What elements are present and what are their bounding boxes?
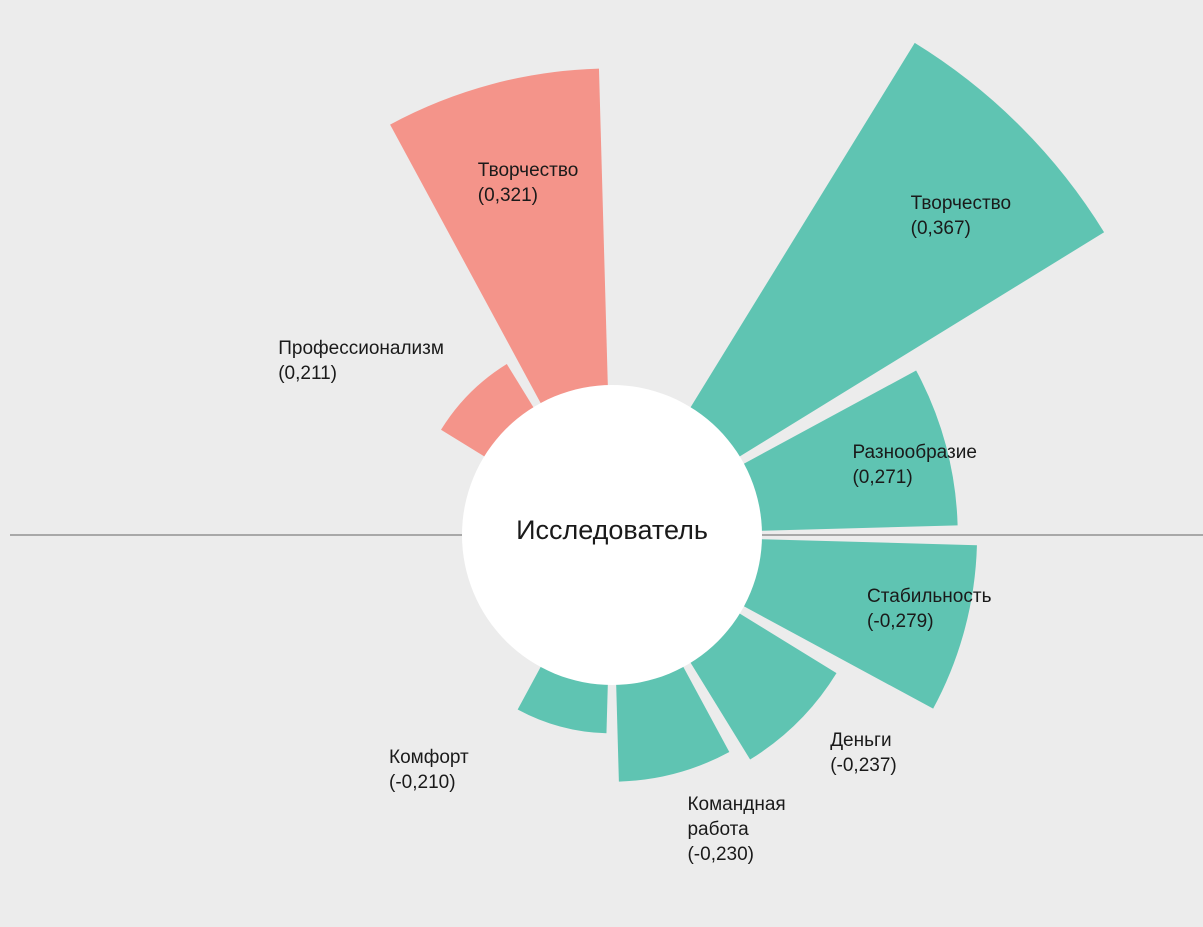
bar [699,370,958,533]
category-label: Комфорт [389,747,469,769]
bar-label: Творчество (0,367) [911,191,1131,241]
bars [390,42,1105,782]
category-label: Творчество [477,160,579,182]
bar-label: Стабильность (-0,279) [867,584,1087,634]
value-label: (0,321) [477,185,538,207]
value-label: (-0,230) [687,843,755,865]
category-label: Стабильность [867,585,992,607]
category-label: Деньги [830,730,892,752]
value-label: (-0,237) [830,755,897,777]
bar-label: Комфорт (-0,210) [389,745,609,795]
bar-label: Профессионализм (0,211) [278,336,498,386]
category-label: Творчество [910,193,1012,215]
category-label: Разнообразие [852,442,977,464]
category-label: Командная работа [687,793,786,840]
bar-label: Разнообразие (0,271) [852,440,1072,490]
bar [664,42,1105,483]
bar [390,68,610,448]
center-label: Исследователь [516,515,708,545]
bar-label: Командная работа (-0,230) [687,792,817,867]
bar-label: Творчество (0,321) [478,158,698,208]
value-label: (0,211) [278,363,338,385]
value-label: (-0,210) [389,772,456,794]
bar [699,537,977,709]
value-label: (0,271) [852,467,913,489]
value-label: (-0,279) [867,610,934,632]
bar-label: Деньги (-0,237) [830,728,1050,778]
center-circle [462,385,762,685]
category-label: Профессионализм [278,338,444,360]
value-label: (0,367) [910,218,971,240]
